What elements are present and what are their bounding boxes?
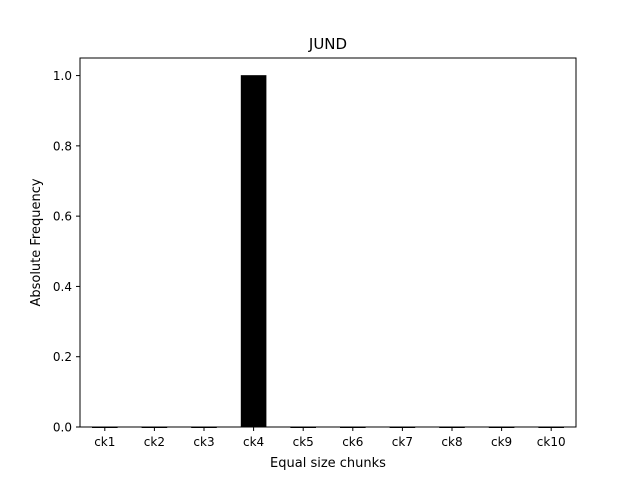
- y-tick-label: 1.0: [53, 69, 72, 83]
- y-axis-label: Absolute Frequency: [29, 178, 44, 306]
- x-tick-label: ck6: [342, 435, 363, 449]
- x-tick-label: ck4: [243, 435, 264, 449]
- y-tick-label: 0.6: [53, 210, 72, 224]
- x-tick-label: ck1: [94, 435, 115, 449]
- x-tick-label: ck2: [144, 435, 165, 449]
- y-tick-label: 0.8: [53, 139, 72, 153]
- x-tick-label: ck9: [491, 435, 512, 449]
- y-tick-label: 0.4: [53, 280, 72, 294]
- y-axis: 0.0 0.2 0.4 0.6 0.8 1.0: [53, 69, 80, 435]
- x-tick-label: ck7: [392, 435, 413, 449]
- plot-area-frame: [79, 57, 577, 428]
- x-tick-label: ck5: [293, 435, 314, 449]
- chart-title: JUND: [308, 35, 347, 53]
- bar-ck4: [240, 75, 267, 428]
- x-axis-label: Equal size chunks: [270, 456, 386, 471]
- x-tick-label: ck10: [537, 435, 566, 449]
- y-tick-label: 0.2: [53, 350, 72, 364]
- x-axis: ck1 ck2 ck3 ck4 ck5 ck6 ck7 ck8 ck9 ck10: [94, 427, 566, 449]
- y-tick-label: 0.0: [53, 421, 72, 435]
- x-tick-label: ck3: [193, 435, 214, 449]
- x-tick-label: ck8: [441, 435, 462, 449]
